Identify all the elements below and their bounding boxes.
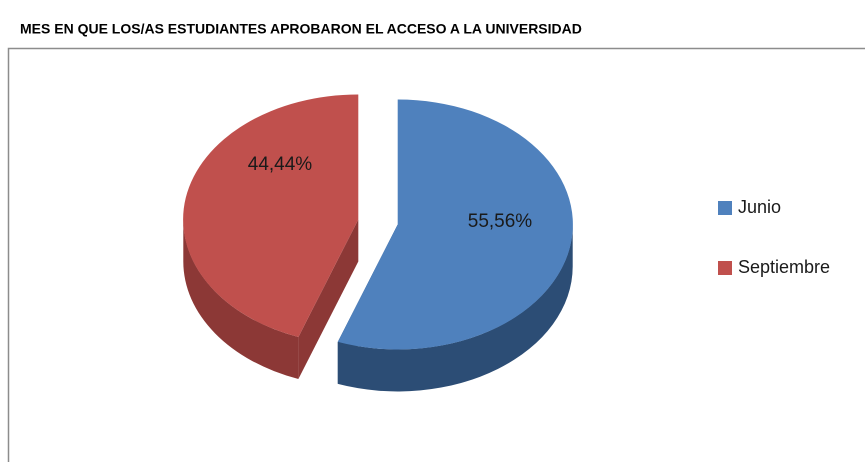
legend-swatch xyxy=(718,261,732,275)
slice xyxy=(337,99,573,350)
slice-side xyxy=(337,224,573,392)
chart-frame xyxy=(7,47,865,462)
slice-side xyxy=(183,219,299,379)
legend-swatch xyxy=(718,201,732,215)
slice-face xyxy=(298,219,359,379)
data-label: 55,56% xyxy=(468,211,533,232)
slice xyxy=(183,94,359,337)
data-label: 44,44% xyxy=(248,154,313,175)
chart-title: MES EN QUE LOS/AS ESTUDIANTES APROBARON … xyxy=(20,21,582,37)
legend-label: Junio xyxy=(738,197,781,217)
legend-label: Septiembre xyxy=(738,257,830,277)
